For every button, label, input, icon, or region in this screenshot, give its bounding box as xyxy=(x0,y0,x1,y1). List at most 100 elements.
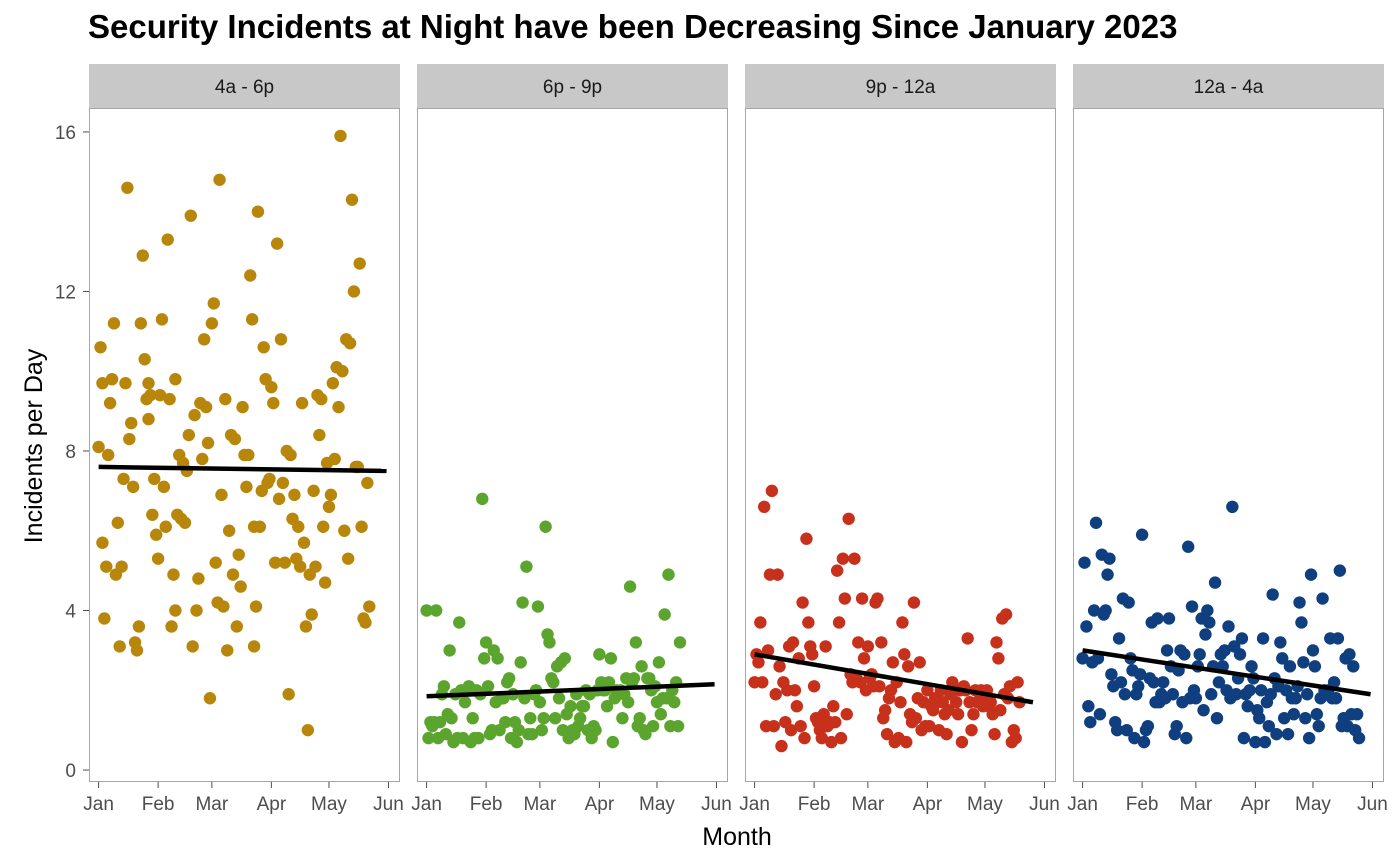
data-point xyxy=(1133,668,1147,681)
data-point xyxy=(232,548,245,561)
data-point xyxy=(537,711,550,725)
data-point xyxy=(113,640,126,653)
data-point xyxy=(153,388,167,402)
data-point xyxy=(167,568,180,581)
data-point xyxy=(472,731,485,745)
data-point xyxy=(800,532,813,545)
data-point xyxy=(105,372,119,386)
y-axis: 0 4 8 12 16 xyxy=(55,123,89,782)
y-tick-label: 8 xyxy=(65,442,76,463)
data-point xyxy=(1193,648,1206,661)
data-point xyxy=(1293,596,1306,609)
data-point xyxy=(549,711,562,725)
data-point xyxy=(159,520,172,533)
data-point xyxy=(668,696,681,709)
data-point xyxy=(842,512,855,525)
data-point xyxy=(573,711,587,725)
data-point xyxy=(326,376,340,390)
data-point xyxy=(829,715,842,729)
data-point xyxy=(165,620,178,633)
trend-line xyxy=(1082,648,1371,697)
data-point xyxy=(942,704,955,717)
x-tick-label: Jun xyxy=(1029,794,1060,815)
data-point xyxy=(1199,628,1212,641)
data-point xyxy=(988,727,1001,741)
data-point xyxy=(1011,676,1024,689)
facet-strip xyxy=(745,64,1056,108)
facet-strip-label: 4a - 6p xyxy=(215,77,274,98)
data-point xyxy=(635,660,648,673)
data-point xyxy=(771,568,784,581)
data-point xyxy=(861,640,875,653)
data-point xyxy=(564,700,577,713)
data-point xyxy=(270,237,284,250)
data-point xyxy=(940,727,953,741)
data-point xyxy=(144,388,157,402)
data-point xyxy=(1277,711,1291,725)
data-point xyxy=(247,640,261,653)
data-point xyxy=(765,484,779,498)
data-point xyxy=(1237,731,1251,745)
data-point xyxy=(1162,612,1176,625)
data-point xyxy=(234,580,247,593)
data-point xyxy=(520,560,533,573)
facet-strip xyxy=(1073,64,1384,108)
x-tick-label: Apr xyxy=(913,794,943,815)
data-point xyxy=(1105,668,1118,681)
data-point xyxy=(301,723,315,737)
data-point xyxy=(623,580,637,593)
data-point xyxy=(295,396,309,410)
data-point xyxy=(658,608,671,621)
data-point xyxy=(100,560,113,573)
data-point xyxy=(1089,516,1103,529)
x-tick-label: May xyxy=(1295,794,1331,815)
data-point xyxy=(558,652,572,665)
y-axis-title: Incidents per Day xyxy=(20,348,48,543)
data-point xyxy=(476,492,489,506)
data-point xyxy=(1253,711,1266,725)
data-point xyxy=(242,448,255,462)
data-point xyxy=(994,704,1007,717)
data-point xyxy=(1147,676,1160,689)
data-point xyxy=(479,636,493,649)
data-point xyxy=(103,396,117,410)
x-tick-label: Jun xyxy=(373,794,404,815)
data-point xyxy=(1210,711,1224,725)
data-point xyxy=(1226,500,1239,514)
data-point xyxy=(1229,688,1243,701)
data-point xyxy=(1222,620,1235,633)
data-point xyxy=(886,656,900,669)
data-point xyxy=(146,508,159,521)
data-point xyxy=(269,556,282,569)
data-point xyxy=(1082,700,1095,713)
data-point xyxy=(1132,680,1145,693)
data-point xyxy=(315,392,328,406)
x-tick-label: Feb xyxy=(1126,794,1159,815)
data-point xyxy=(157,480,171,494)
data-point xyxy=(1166,688,1180,701)
data-point xyxy=(244,269,257,282)
data-point xyxy=(875,636,888,649)
data-point xyxy=(794,719,807,733)
data-point xyxy=(848,552,861,565)
data-point xyxy=(1249,735,1262,749)
data-point xyxy=(767,719,780,733)
data-point xyxy=(197,333,211,346)
data-point xyxy=(1218,644,1231,657)
data-point xyxy=(458,696,472,709)
data-point xyxy=(1316,592,1329,605)
data-point xyxy=(1258,735,1272,749)
data-point xyxy=(1110,723,1124,737)
data-point xyxy=(94,341,107,354)
data-point xyxy=(134,317,148,330)
data-point xyxy=(209,556,222,569)
data-point xyxy=(466,711,479,725)
data-point xyxy=(992,652,1005,665)
data-point xyxy=(1080,620,1093,633)
data-point xyxy=(646,719,660,733)
data-point xyxy=(1178,648,1191,661)
y-tick-label: 4 xyxy=(65,602,76,623)
data-point xyxy=(307,484,320,498)
data-point xyxy=(788,684,802,697)
data-point xyxy=(347,285,361,298)
